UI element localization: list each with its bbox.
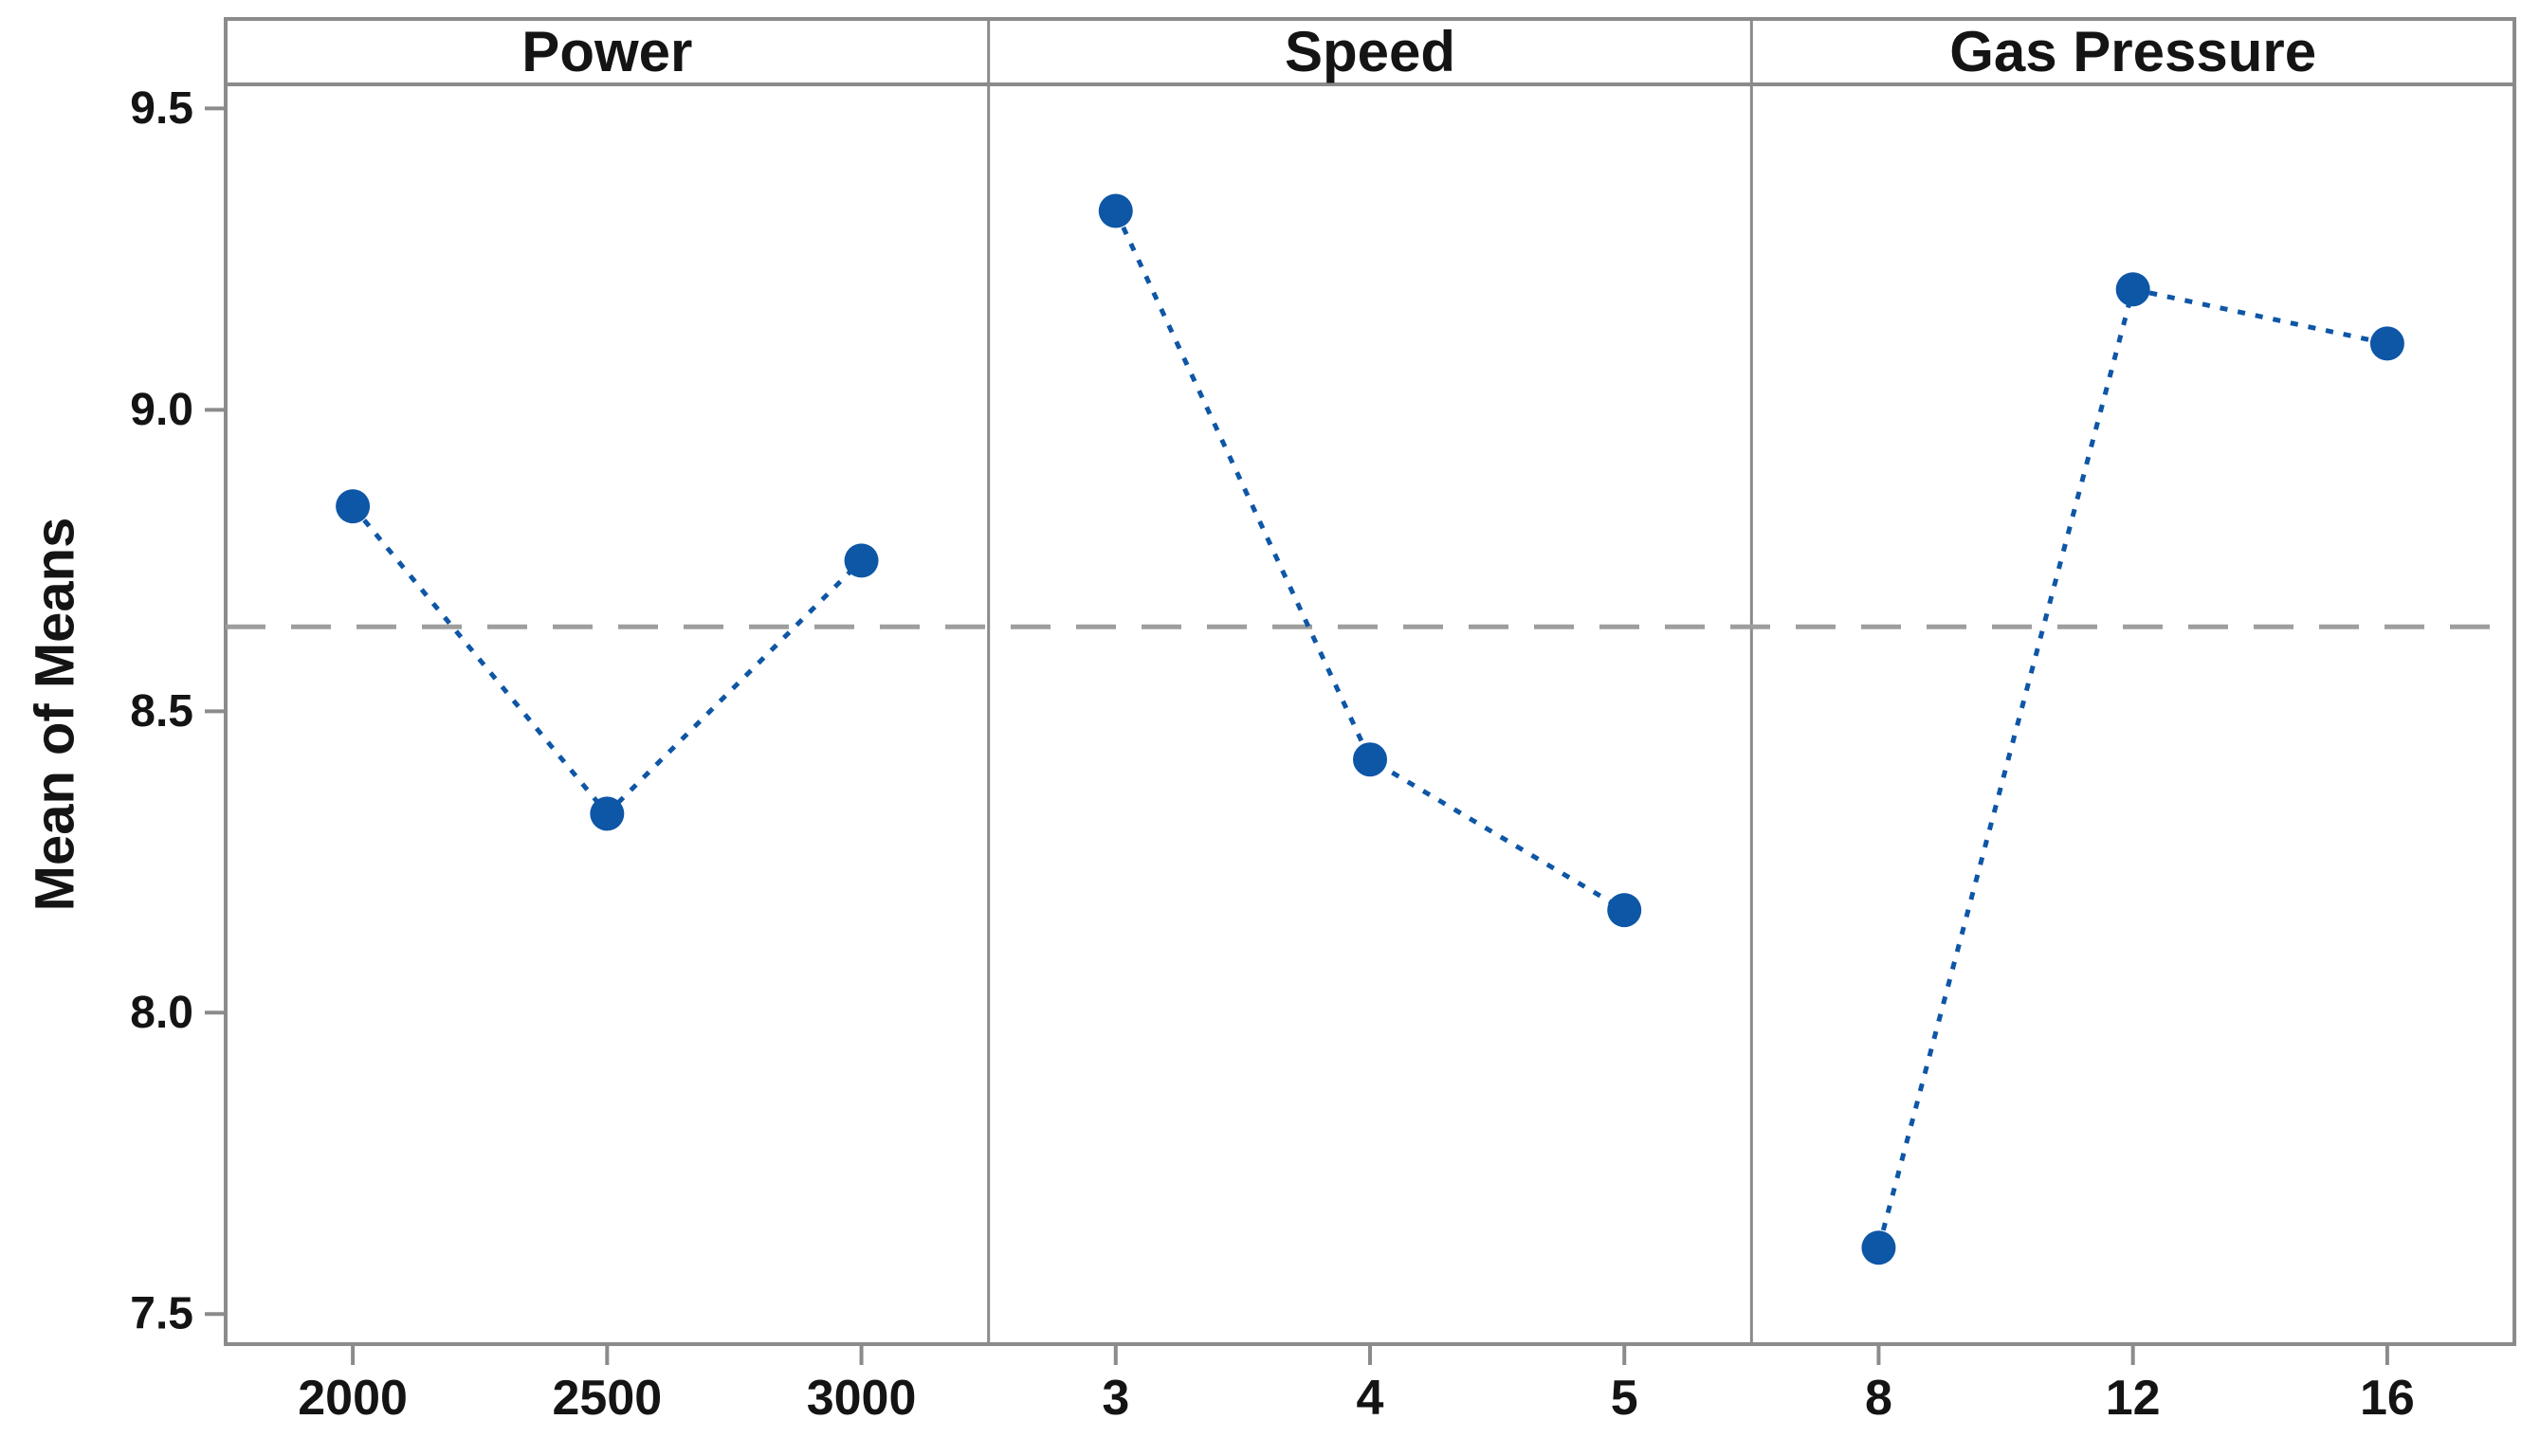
- data-point-gas-pressure-8: [1861, 1230, 1896, 1265]
- x-tick-label-speed-4: 4: [1357, 1371, 1384, 1426]
- panel-header-gas-pressure: Gas Pressure: [1949, 20, 2316, 83]
- panel-header-band: [224, 17, 2516, 86]
- y-tick-label: 7.5: [130, 1289, 193, 1339]
- y-tick-label: 8.0: [130, 988, 193, 1038]
- y-axis-title: Mean of Means: [25, 518, 86, 912]
- x-tick-label-speed-5: 5: [1611, 1371, 1638, 1426]
- data-point-power-2000: [336, 489, 371, 524]
- x-tick-label-gas-pressure-8: 8: [1865, 1371, 1892, 1426]
- x-tick-label-power-2000: 2000: [298, 1371, 408, 1426]
- data-point-gas-pressure-16: [2369, 326, 2404, 361]
- mean-line-speed: [1113, 209, 1626, 913]
- y-tick-label: 9.0: [130, 385, 193, 435]
- data-point-gas-pressure-12: [2115, 272, 2150, 307]
- x-tick-label-gas-pressure-16: 16: [2360, 1371, 2415, 1426]
- plot-frame: [224, 82, 2516, 1346]
- data-point-speed-4: [1353, 742, 1387, 777]
- y-tick-label: 9.5: [130, 83, 193, 134]
- x-tick-label-power-2500: 2500: [552, 1371, 662, 1426]
- data-point-speed-3: [1098, 193, 1133, 228]
- x-tick-label-power-3000: 3000: [807, 1371, 917, 1426]
- x-tick-label-gas-pressure-12: 12: [2106, 1371, 2161, 1426]
- panel-header-speed: Speed: [1285, 20, 1455, 83]
- data-point-power-2500: [590, 796, 625, 831]
- y-tick-label: 8.5: [130, 686, 193, 737]
- data-point-power-3000: [844, 543, 879, 578]
- x-tick-label-speed-3: 3: [1102, 1371, 1129, 1426]
- panel-header-power: Power: [521, 20, 692, 83]
- data-point-speed-5: [1607, 893, 1642, 928]
